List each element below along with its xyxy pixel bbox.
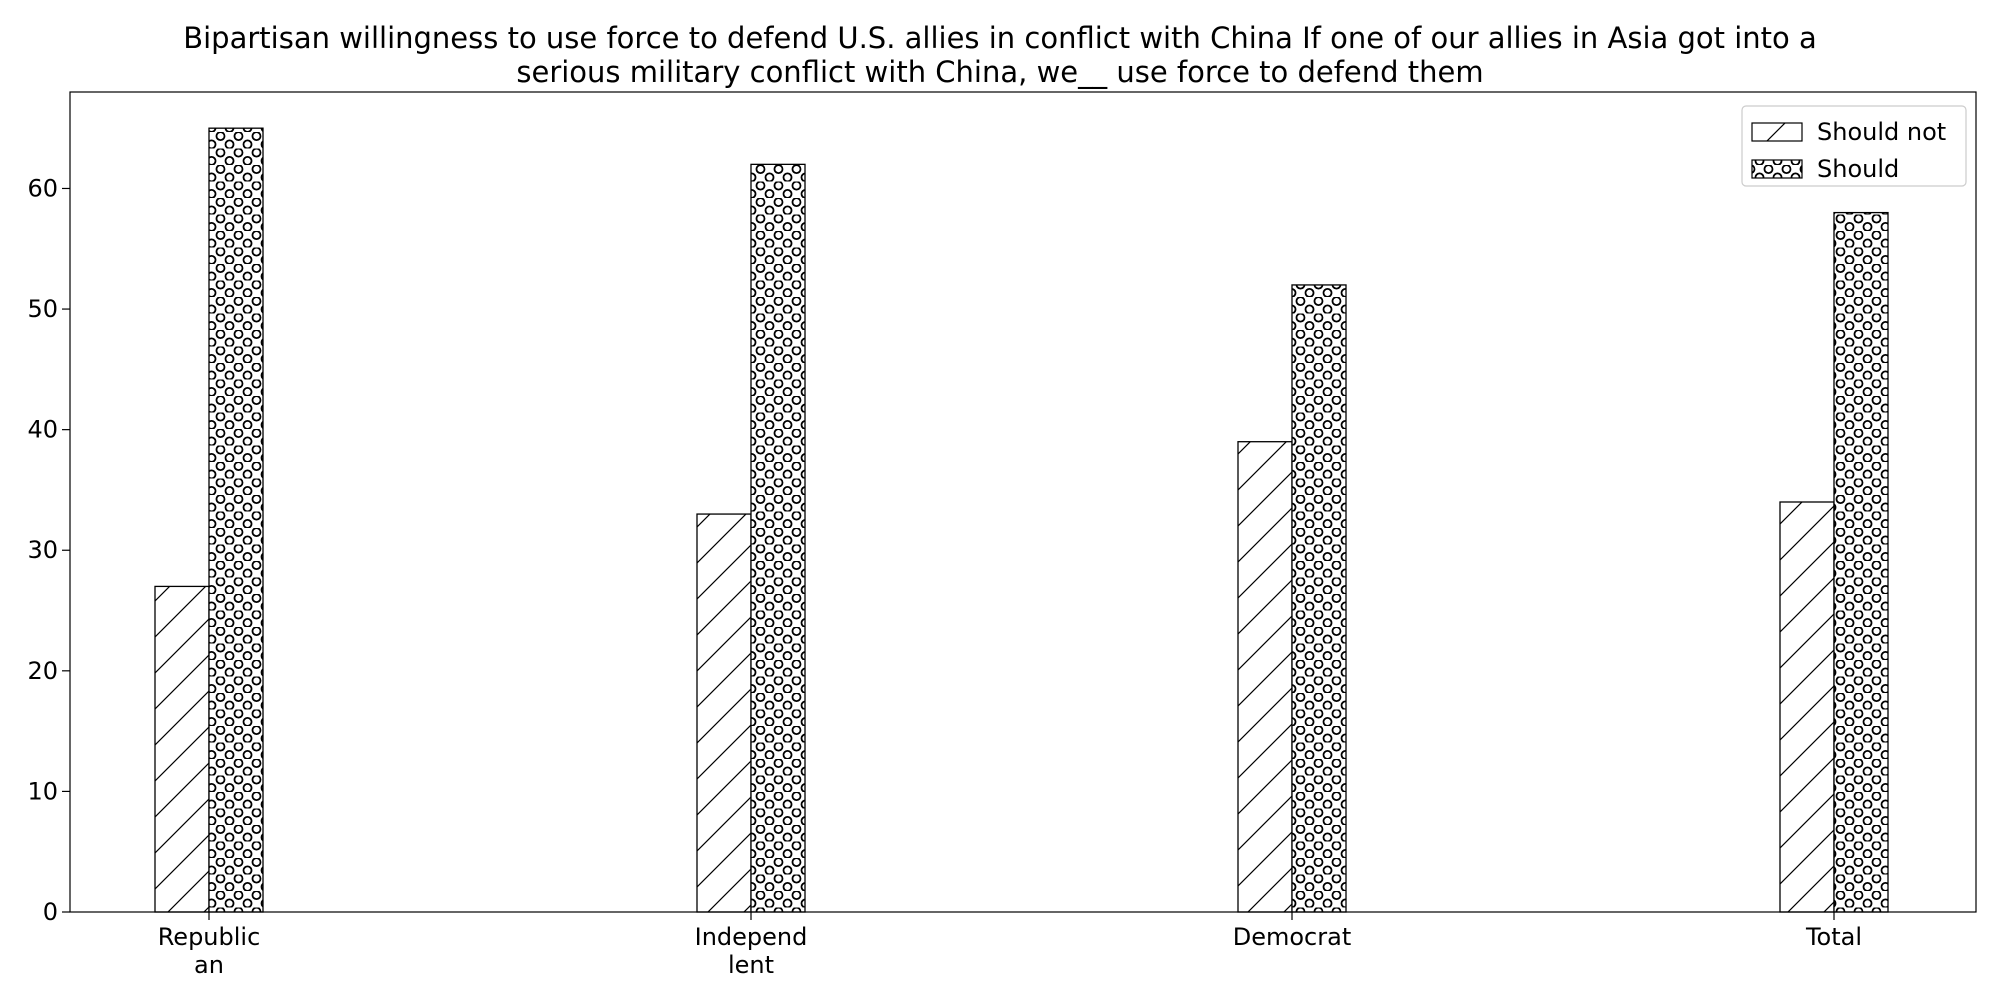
x-axis: Republic an Independ lent Democrat Total (158, 912, 1862, 979)
legend-label-should-not: Should not (1817, 118, 1946, 146)
x-tick-label-total: Total (1805, 923, 1862, 951)
y-tick-label: 30 (27, 536, 58, 564)
x-tick-label-democrat: Democrat (1233, 923, 1352, 951)
legend: Should not Should (1741, 105, 1967, 187)
bar-should-not-republican (154, 585, 210, 913)
bar-should-not-independlent (696, 513, 752, 913)
y-tick-label: 60 (27, 174, 58, 202)
y-tick-label: 40 (27, 416, 58, 444)
plot-frame (69, 91, 1977, 913)
x-tick-label-republican: Republic an (158, 923, 261, 979)
x-tick-label-independlent: Independ lent (695, 923, 808, 979)
y-tick-label: 50 (27, 295, 58, 323)
bar-should-not-total (1779, 501, 1835, 913)
y-axis: 0 10 20 30 40 50 60 (27, 174, 70, 926)
legend-swatch-should-not (1751, 122, 1803, 142)
bar-should-not-democrat (1237, 441, 1293, 913)
y-tick-label: 0 (43, 898, 58, 926)
bar-should-republican (208, 127, 264, 913)
bar-should-independlent (750, 163, 806, 913)
y-tick-label: 20 (27, 657, 58, 685)
chart-title-line-2: serious military conflict with China, we… (516, 55, 1483, 89)
bars-layer (154, 127, 1889, 913)
chart-title: Bipartisan willingness to use force to d… (183, 21, 1817, 89)
legend-label-should: Should (1817, 155, 1899, 183)
chart-title-line-1: Bipartisan willingness to use force to d… (183, 21, 1817, 55)
legend-swatch-should (1751, 159, 1803, 179)
bar-should-total (1833, 211, 1889, 913)
y-tick-label: 10 (27, 777, 58, 805)
bar-should-democrat (1291, 284, 1347, 913)
